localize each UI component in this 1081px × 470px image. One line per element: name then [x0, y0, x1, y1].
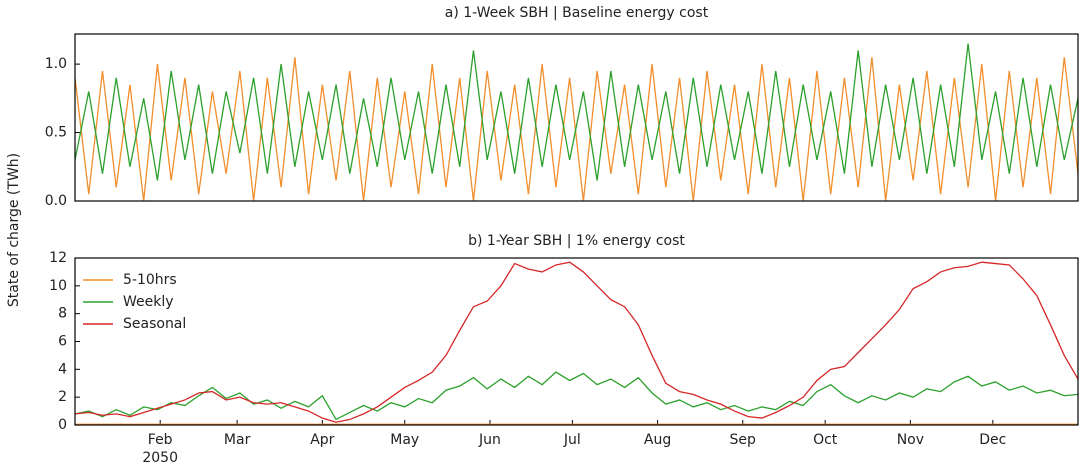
y-tick-label: 0.5	[45, 125, 67, 141]
series-line	[75, 371, 1078, 421]
plot-frame	[74, 257, 1079, 426]
y-tick-label: 8	[58, 306, 67, 322]
legend-label: Seasonal	[123, 316, 186, 332]
x-tick-label: Oct	[813, 432, 838, 448]
y-tick-label: 0.0	[45, 193, 67, 209]
legend-label: Weekly	[123, 294, 174, 310]
panel: b) 1-Year SBH | 1% energy cost 0 2 4 6 8 10 12 F…	[49, 233, 1079, 466]
panel: a) 1-Week SBH | Baseline energy cost 0.0 0…	[45, 5, 1079, 209]
x-tick-label: Aug	[644, 432, 671, 448]
x-tick-label: Nov	[897, 432, 924, 448]
y-tick-label: 2	[58, 389, 67, 405]
x-tick-label: Mar	[224, 432, 251, 448]
x-tick-label: Feb	[148, 432, 173, 448]
y-tick-label: 4	[58, 361, 67, 377]
x-tick-label: Jul	[563, 432, 581, 448]
legend-label: 5-10hrs	[123, 272, 177, 288]
y-tick-label: 12	[49, 250, 67, 266]
y-axis-label: State of charge (TWh)	[6, 153, 22, 307]
series-line	[75, 261, 1078, 423]
x-tick-label: Jun	[478, 432, 501, 448]
y-tick-label: 10	[49, 278, 67, 294]
panel-title: a) 1-Week SBH | Baseline energy cost	[445, 5, 709, 21]
y-tick-label: 0	[58, 417, 67, 433]
x-tick-label: May	[390, 432, 419, 448]
x-year-label: 2050	[142, 450, 178, 466]
x-tick-label: Sep	[730, 432, 757, 448]
y-tick-label: 6	[58, 334, 67, 350]
panel-title: b) 1-Year SBH | 1% energy cost	[468, 233, 685, 249]
x-tick-label: Apr	[310, 432, 334, 448]
plot-frame	[74, 33, 1079, 202]
series-line	[75, 57, 1078, 201]
x-tick-label: Dec	[979, 432, 1006, 448]
y-tick-label: 1.0	[45, 56, 67, 72]
series-line	[75, 43, 1078, 181]
